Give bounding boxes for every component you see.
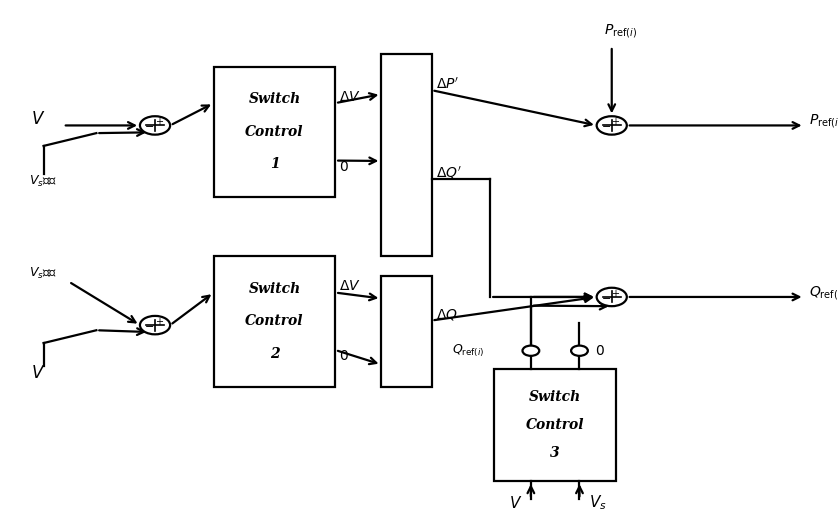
Text: $\Delta V$: $\Delta V$	[339, 280, 361, 293]
Text: 2: 2	[270, 347, 279, 361]
Text: 1: 1	[270, 158, 279, 172]
Circle shape	[572, 346, 588, 356]
Bar	[381, 54, 432, 256]
Text: Switch: Switch	[248, 92, 301, 106]
Text: −: −	[602, 294, 611, 304]
Circle shape	[140, 316, 170, 334]
Text: $V_s$: $V_s$	[589, 494, 607, 512]
Bar	[214, 67, 335, 197]
Text: $V$: $V$	[510, 495, 522, 511]
Text: Control: Control	[246, 125, 303, 139]
Text: $0$: $0$	[339, 349, 349, 363]
Bar	[494, 369, 616, 481]
Circle shape	[523, 346, 540, 356]
Text: +: +	[155, 117, 163, 127]
Text: Switch: Switch	[248, 282, 301, 295]
Text: $\Delta Q'$: $\Delta Q'$	[436, 165, 462, 181]
Text: −: −	[145, 122, 154, 132]
Text: $Q_{\mathrm{ref}(i+1)}$: $Q_{\mathrm{ref}(i+1)}$	[809, 284, 838, 302]
Text: Switch: Switch	[529, 390, 582, 404]
Text: $0$: $0$	[595, 344, 604, 358]
Text: $\Delta Q$: $\Delta Q$	[436, 307, 458, 322]
Text: $Q_{\mathrm{ref}(i)}$: $Q_{\mathrm{ref}(i)}$	[453, 343, 484, 359]
Text: +: +	[612, 289, 619, 298]
Text: $P_{\mathrm{ref}(i+1)}$: $P_{\mathrm{ref}(i+1)}$	[809, 112, 838, 131]
Text: $P_{\mathrm{ref}(i)}$: $P_{\mathrm{ref}(i)}$	[603, 22, 637, 40]
Circle shape	[597, 116, 627, 135]
Text: $0$: $0$	[339, 160, 349, 174]
Text: −: −	[145, 322, 154, 332]
Text: $\Delta P'$: $\Delta P'$	[436, 76, 459, 92]
Bar	[381, 276, 432, 387]
Text: Control: Control	[246, 314, 303, 328]
Circle shape	[140, 116, 170, 135]
Text: $V_s$下限: $V_s$下限	[29, 266, 58, 282]
Circle shape	[597, 288, 627, 306]
Text: −: −	[602, 122, 611, 132]
Bar	[214, 256, 335, 387]
Text: +: +	[612, 117, 619, 127]
Text: $V$: $V$	[30, 111, 45, 128]
Text: $\Delta V$: $\Delta V$	[339, 90, 361, 104]
Text: Control: Control	[526, 418, 584, 432]
Text: 3: 3	[551, 446, 560, 460]
Text: $V$: $V$	[30, 365, 45, 382]
Text: +: +	[155, 317, 163, 327]
Text: $V_s$上限: $V_s$上限	[29, 174, 58, 189]
